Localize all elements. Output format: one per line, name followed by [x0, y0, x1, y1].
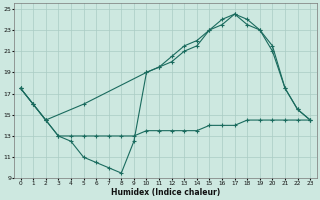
X-axis label: Humidex (Indice chaleur): Humidex (Indice chaleur): [111, 188, 220, 197]
